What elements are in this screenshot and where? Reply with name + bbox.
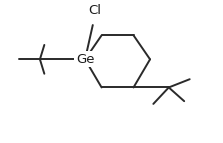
Text: Cl: Cl — [89, 4, 101, 17]
Text: Ge: Ge — [76, 53, 94, 66]
